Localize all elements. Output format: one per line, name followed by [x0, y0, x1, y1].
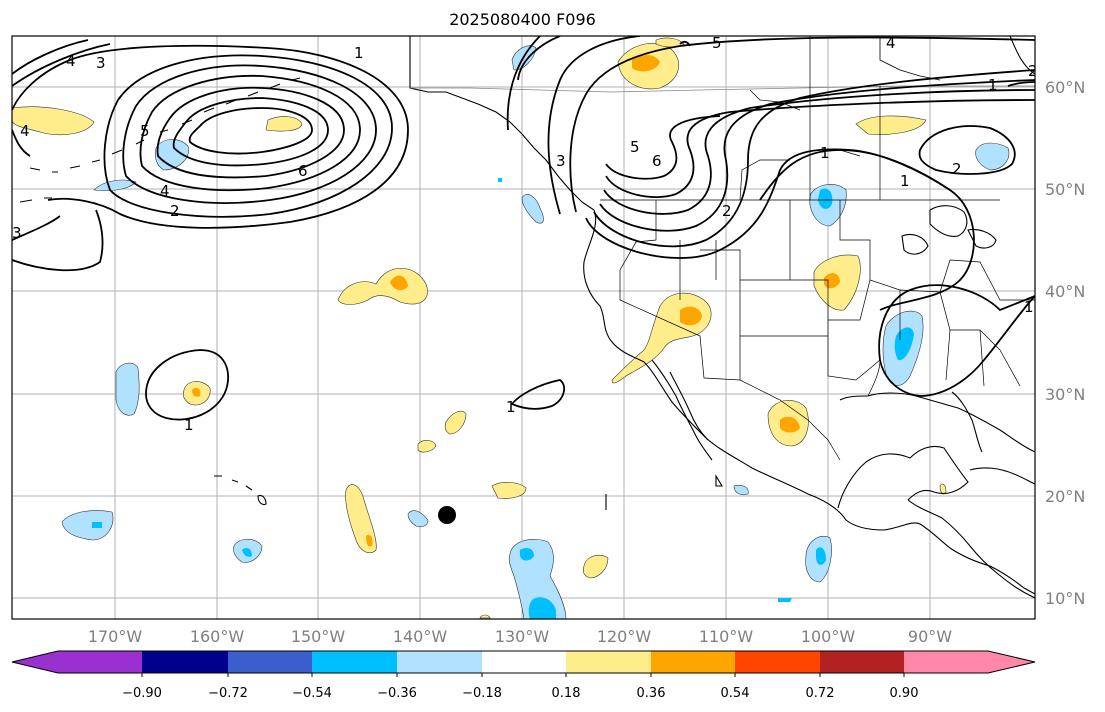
colorbar-level-label: 0.18 [552, 686, 581, 701]
colorbar-segment [651, 651, 735, 673]
positive-anomaly-patches [12, 37, 947, 619]
contour-label: 2 [952, 160, 962, 178]
colorbar-segment [735, 651, 820, 673]
contour-label: 4 [20, 122, 30, 140]
colorbar-segment [566, 651, 651, 673]
longitude-tick-label: 120°W [597, 627, 652, 646]
longitude-tick-label: 90°W [908, 627, 952, 646]
colorbar-level-label: −0.18 [462, 686, 502, 701]
colorbar-level-label: 0.72 [806, 686, 835, 701]
anomaly-contours [12, 36, 1035, 421]
contour-label: 2 [1028, 62, 1038, 80]
colorbar-segment [312, 651, 397, 673]
contour-label: 3 [96, 54, 106, 72]
contour-label: 2 [722, 202, 732, 220]
contour-label: 1 [988, 76, 998, 94]
colorbar-labels: −0.90 −0.72 −0.54 −0.36 −0.18 0.18 0.36 0.54 0.7… [122, 673, 918, 701]
longitude-tick-labels: 170°W 160°W 150°W 140°W 130°W 120°W 110°W 100°W… [88, 627, 952, 646]
latitude-tick-label: 60°N [1045, 78, 1085, 97]
contour-label: 1 [354, 44, 364, 62]
colorbar-segment [820, 651, 904, 673]
colorbar-segment [12, 651, 142, 673]
latitude-tick-label: 10°N [1045, 589, 1085, 608]
map-frame [11, 35, 1036, 620]
longitude-tick-label: 140°W [393, 627, 448, 646]
negative-anomaly-patches [61, 45, 1010, 619]
contour-label: 3 [556, 152, 566, 170]
colorbar-level-label: 0.36 [637, 686, 666, 701]
contour-label: 1 [1024, 298, 1034, 316]
contour-label: 1 [820, 144, 830, 162]
contour-label: 1 [900, 172, 910, 190]
contour-label: 1 [184, 416, 194, 434]
contour-label: 1 [506, 398, 516, 416]
latitude-tick-label: 40°N [1045, 282, 1085, 301]
contour-label: 3 [12, 224, 22, 242]
longitude-tick-label: 170°W [88, 627, 143, 646]
contour-label: 6 [652, 152, 662, 170]
contour-label: 2 [170, 202, 180, 220]
graticule [12, 36, 1035, 619]
longitude-tick-label: 160°W [190, 627, 245, 646]
colorbar-level-label: −0.90 [122, 686, 162, 701]
contour-label: 4 [160, 182, 170, 200]
contour-label: 4 [66, 52, 76, 70]
colorbar-outline [11, 650, 1036, 674]
colorbar-segment [904, 651, 1035, 673]
colorbar-level-label: −0.54 [292, 686, 332, 701]
contour-label: 6 [298, 162, 308, 180]
contour-labels: 4 3 5 1 6 4 2 3 1 1 3 5 6 2 5 4 1 2 1 2 [12, 34, 1038, 434]
colorbar-segment [228, 651, 312, 673]
coastlines [19, 36, 1035, 599]
colorbar-level-label: 0.90 [890, 686, 919, 701]
colorbar-segment [482, 651, 566, 673]
longitude-tick-label: 100°W [801, 627, 856, 646]
contour-label: 5 [140, 122, 150, 140]
location-marker [438, 506, 456, 524]
contour-label: 4 [886, 34, 896, 52]
map-title: 2025080400 F096 [449, 10, 596, 29]
contour-label: 5 [630, 138, 640, 156]
colorbar [11, 650, 1036, 674]
contour-label: 5 [712, 34, 722, 52]
colorbar-level-label: −0.36 [377, 686, 417, 701]
latitude-tick-labels: 60°N 50°N 40°N 30°N 20°N 10°N [1045, 78, 1085, 608]
latitude-tick-label: 30°N [1045, 385, 1085, 404]
latitude-tick-label: 20°N [1045, 487, 1085, 506]
latitude-tick-label: 50°N [1045, 180, 1085, 199]
colorbar-segment [397, 651, 482, 673]
longitude-tick-label: 110°W [699, 627, 754, 646]
colorbar-segment [142, 651, 228, 673]
longitude-tick-label: 130°W [495, 627, 550, 646]
longitude-tick-label: 150°W [291, 627, 346, 646]
colorbar-level-label: 0.54 [721, 686, 750, 701]
colorbar-level-label: −0.72 [208, 686, 248, 701]
map-content: 4 3 5 1 6 4 2 3 1 1 3 5 6 2 5 4 1 2 1 2 [12, 34, 1038, 619]
